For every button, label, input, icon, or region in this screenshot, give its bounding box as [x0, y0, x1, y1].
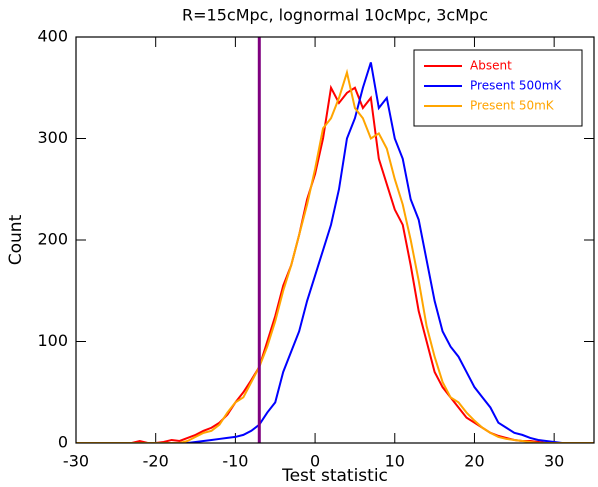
x-tick-label: -10 [222, 452, 248, 471]
plot-frame [75, 36, 595, 444]
legend-label: Present 50mK [470, 99, 555, 113]
y-tick-label: 0 [58, 433, 68, 452]
x-tick-label: 30 [544, 452, 564, 471]
y-tick-label: 200 [37, 230, 68, 249]
x-tick-label: 0 [310, 452, 320, 471]
legend-label: Present 500mK [470, 79, 562, 93]
y-axis-label: Count [6, 214, 26, 265]
series-line [76, 68, 594, 443]
x-tick-label: 20 [464, 452, 484, 471]
x-tick-label: -30 [63, 452, 89, 471]
y-tick-label: 400 [37, 27, 68, 46]
legend-label: Absent [470, 59, 512, 73]
x-tick-label: -20 [143, 452, 169, 471]
series-line [76, 84, 594, 443]
series-line [76, 62, 594, 443]
x-tick-label: 10 [385, 452, 405, 471]
chart-title: R=15cMpc, lognormal 10cMpc, 3cMpc [182, 6, 488, 25]
legend-box [413, 49, 583, 127]
y-tick-label: 300 [37, 128, 68, 147]
y-tick-label: 100 [37, 331, 68, 350]
x-axis-label: Test statistic [281, 466, 388, 486]
